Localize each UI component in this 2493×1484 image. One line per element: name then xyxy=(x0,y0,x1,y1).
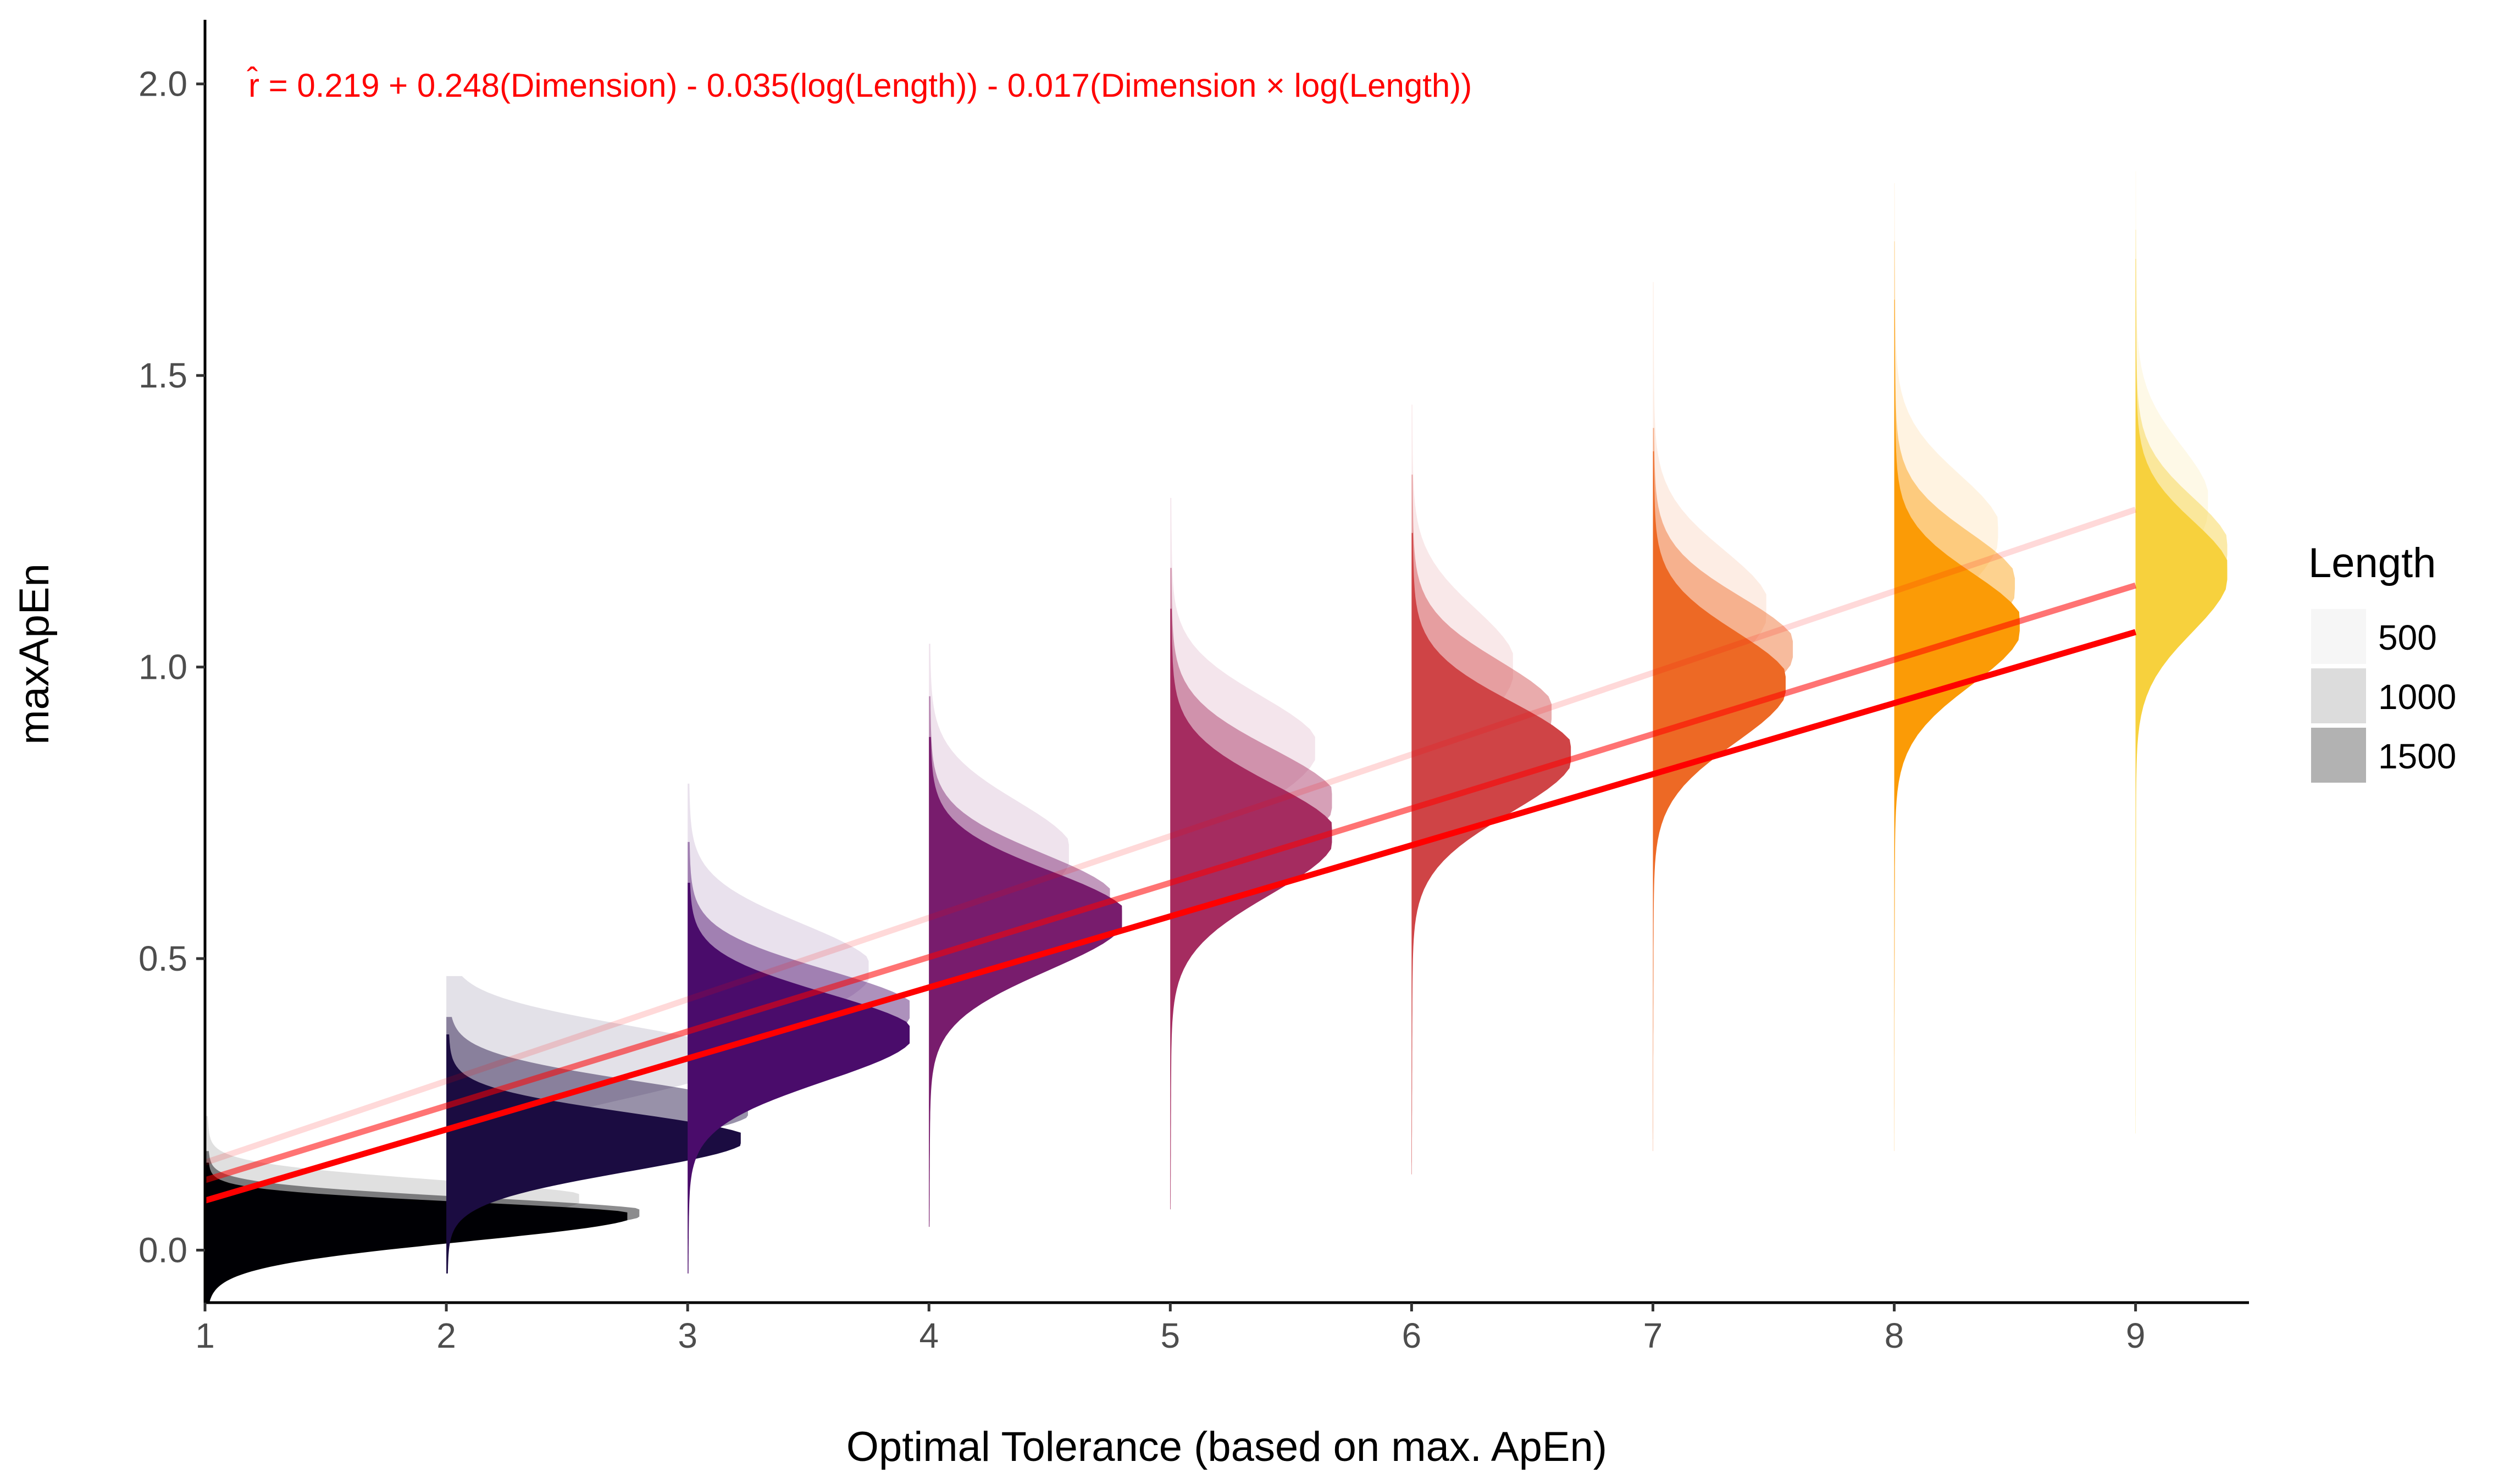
density-dim2-len1500 xyxy=(446,1034,741,1273)
x-axis-title: Optimal Tolerance (based on max. ApEn) xyxy=(846,1424,1607,1470)
legend-label-1000: 1000 xyxy=(2378,677,2456,717)
density-dim4-len500 xyxy=(929,644,1069,1210)
density-dim7-len1500 xyxy=(1653,451,1786,1151)
density-layer xyxy=(205,171,2228,1303)
legend: Length 500 1000 1500 xyxy=(2308,540,2456,783)
y-tick-label: 1.5 xyxy=(138,356,187,395)
density-dim6-len500 xyxy=(1411,405,1513,1151)
y-ticks: 0.0 0.5 1.0 1.5 2.0 xyxy=(138,64,205,1270)
regression-line-1500 xyxy=(204,629,2137,1204)
density-dim5-len1000 xyxy=(1170,568,1332,1204)
legend-key-1500 xyxy=(2311,728,2366,783)
x-tick-label: 9 xyxy=(2126,1316,2146,1355)
x-tick-label: 4 xyxy=(919,1316,939,1355)
legend-key-500 xyxy=(2311,609,2366,664)
density-dim8-len1500 xyxy=(1894,300,2020,1151)
y-tick-label: 0.5 xyxy=(138,939,187,978)
x-tick-label: 5 xyxy=(1161,1316,1181,1355)
regression-equation: r̂ = 0.219 + 0.248(Dimension) - 0.035(lo… xyxy=(247,67,1472,104)
density-dim5-len500 xyxy=(1170,497,1315,1192)
x-tick-label: 7 xyxy=(1643,1316,1663,1355)
x-tick-label: 6 xyxy=(1402,1316,1422,1355)
density-dim4-len1500 xyxy=(929,737,1122,1227)
x-tick-label: 3 xyxy=(678,1316,697,1355)
density-dim6-len1500 xyxy=(1411,533,1571,1175)
density-dim3-len1500 xyxy=(688,883,910,1273)
regression-line-500 xyxy=(204,506,2137,1166)
y-axis-title: maxApEn xyxy=(11,563,58,745)
density-dim9-len1500 xyxy=(2135,259,2228,1134)
axes xyxy=(203,20,2249,1304)
x-tick-label: 8 xyxy=(1885,1316,1904,1355)
density-dim6-len1000 xyxy=(1411,474,1552,1163)
legend-label-500: 500 xyxy=(2378,618,2437,657)
x-tick-label: 2 xyxy=(436,1316,456,1355)
legend-label-1500: 1500 xyxy=(2378,737,2456,776)
x-ticks: 1 2 3 4 5 6 7 8 9 xyxy=(195,1303,2145,1355)
density-dim1-len1500 xyxy=(205,1162,628,1303)
regression-lines xyxy=(204,506,2137,1204)
x-tick-label: 1 xyxy=(195,1316,215,1355)
y-tick-label: 2.0 xyxy=(138,64,187,104)
y-tick-label: 1.0 xyxy=(138,647,187,687)
legend-key-1000 xyxy=(2311,668,2366,723)
regression-line-1000 xyxy=(204,582,2137,1183)
y-tick-label: 0.0 xyxy=(138,1231,187,1270)
density-dim5-len1500 xyxy=(1170,608,1332,1210)
legend-title: Length xyxy=(2308,540,2436,586)
